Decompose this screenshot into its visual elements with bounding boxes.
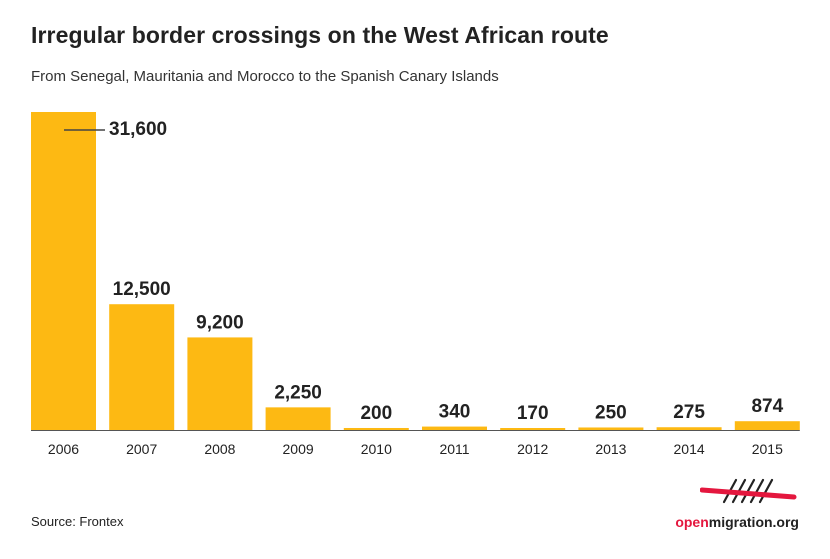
x-tick-label-2011: 2011 [439,441,469,457]
openmigration-logo-text: openmigration.org [675,514,799,530]
bar-2015 [734,421,800,430]
chart-title: Irregular border crossings on the West A… [31,22,609,48]
value-label-2011: 340 [439,402,471,423]
value-label-2009: 2,250 [274,382,322,403]
x-tick-label-2006: 2006 [48,441,79,457]
x-tick-label-2012: 2012 [517,441,548,457]
bar-2010 [343,427,409,430]
value-label-2014: 275 [673,402,705,423]
x-tick-label-2007: 2007 [126,441,157,457]
bar-2006 [31,112,96,430]
value-label-2010: 200 [360,403,392,424]
x-tick-label-2015: 2015 [752,441,783,457]
logo-text-migration: migration.org [708,514,799,530]
x-tick-label-2013: 2013 [595,441,626,457]
x-tick-label-2008: 2008 [204,441,235,457]
bar-2014 [656,427,722,430]
chart-subtitle: From Senegal, Mauritania and Morocco to … [31,68,499,85]
x-tick-label-2009: 2009 [283,441,314,457]
source-note: Source: Frontex [31,514,124,529]
value-label-2012: 170 [517,403,549,424]
bar-2009 [265,407,331,430]
bar-2011 [422,426,487,430]
openmigration-logo-icon [700,478,797,504]
x-tick-label-2010: 2010 [361,441,392,457]
value-label-2008: 9,200 [196,312,244,333]
x-tick-label-2014: 2014 [674,441,705,457]
value-label-2013: 250 [595,402,627,423]
bar-chart: 31,600 2006 12,500 2007 9,200 2008 2,250 2009 20… [31,112,800,457]
bar-2013 [578,427,644,430]
bar-2012 [500,428,566,430]
logo-text-open: open [675,514,709,530]
value-label-2007: 12,500 [113,279,171,300]
bar-2007 [109,304,175,430]
bar-2008 [187,337,253,430]
value-label-2006: 31,600 [109,119,167,140]
value-label-2015: 874 [751,396,783,417]
